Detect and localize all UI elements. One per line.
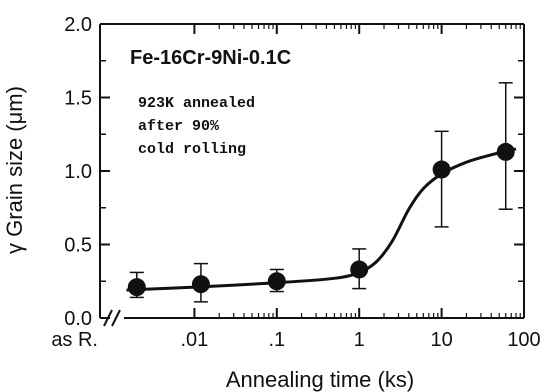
y-tick-label: 2.0 [64,14,92,36]
data-point [127,278,146,297]
fit-curve [126,147,517,292]
fit-curve-layer [126,147,517,292]
axis-break-mark-2 [111,309,121,327]
x-axis-title: Annealing time (ks) [226,367,414,392]
data-point [267,272,286,291]
annotation-line-3: cold rolling [138,141,246,158]
x-axis-ticks: as R. .01 .1 1 10 100 [51,24,541,351]
data-point [432,160,451,179]
data-point [496,142,515,161]
data-points-layer [127,82,515,303]
annotation-line-2: after 90% [138,118,220,135]
chart-title: Fe-16Cr-9Ni-0.1C [130,47,291,69]
y-tick-label: 0.5 [64,235,92,257]
data-point [350,260,369,279]
x-tick-label: .01 [180,329,208,351]
y-tick-label: 1.5 [64,88,92,110]
y-tick-label: 1.0 [64,161,92,183]
x-tick-label: .1 [268,329,285,351]
x-tick-label: as R. [51,329,98,351]
y-axis-title: γ Grain size (μm) [2,86,27,254]
x-tick-label: 10 [430,329,452,351]
x-tick-label: 100 [507,329,540,351]
data-point [191,275,210,294]
annotation-line-1: 923K annealed [138,95,255,112]
y-axis-ticks: 0.0 0.5 1.0 1.5 2.0 [64,14,524,330]
x-tick-label: 1 [354,329,365,351]
y-tick-label: 0.0 [64,308,92,330]
